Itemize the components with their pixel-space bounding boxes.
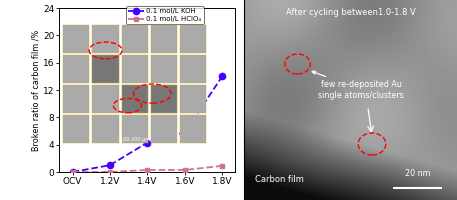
Bar <box>151 25 177 53</box>
0.1 mol/L KOH <box>219 75 225 78</box>
Bar <box>122 25 148 53</box>
Bar <box>122 115 148 143</box>
Legend: 0.1 mol/L KOH, 0.1 mol/L HClO₄: 0.1 mol/L KOH, 0.1 mol/L HClO₄ <box>126 6 204 24</box>
Bar <box>92 85 119 113</box>
0.1 mol/L KOH <box>70 171 75 173</box>
Bar <box>92 115 119 143</box>
Text: 100-200 μm: 100-200 μm <box>120 137 150 142</box>
Bar <box>122 85 148 113</box>
0.1 mol/L KOH <box>182 131 187 134</box>
Text: Carbon film: Carbon film <box>255 175 304 184</box>
Bar <box>63 115 90 143</box>
Bar <box>151 85 177 113</box>
0.1 mol/L KOH <box>144 141 150 144</box>
Bar <box>151 85 177 113</box>
Bar <box>92 55 119 83</box>
Y-axis label: Broken ratio of carbon film /%: Broken ratio of carbon film /% <box>31 29 40 151</box>
Line: 0.1 mol/L HClO₄: 0.1 mol/L HClO₄ <box>70 163 225 174</box>
Text: 20 nm: 20 nm <box>405 169 430 178</box>
Text: After cycling between1.0-1.8 V: After cycling between1.0-1.8 V <box>286 8 415 17</box>
Bar <box>180 55 207 83</box>
Line: 0.1 mol/L KOH: 0.1 mol/L KOH <box>69 73 225 175</box>
Bar <box>180 115 207 143</box>
Bar <box>180 85 207 113</box>
Bar <box>92 25 119 53</box>
Bar <box>180 25 207 53</box>
Bar <box>122 85 148 113</box>
Bar <box>92 55 119 83</box>
0.1 mol/L HClO₄ <box>219 165 225 167</box>
Bar <box>63 85 90 113</box>
0.1 mol/L KOH <box>107 164 113 166</box>
Bar <box>151 115 177 143</box>
0.1 mol/L HClO₄ <box>107 171 113 173</box>
Bar <box>151 55 177 83</box>
Bar <box>122 55 148 83</box>
Bar <box>63 55 90 83</box>
0.1 mol/L HClO₄ <box>182 169 187 171</box>
Bar <box>63 25 90 53</box>
Text: few re-deposited Au
single atoms/clusters: few re-deposited Au single atoms/cluster… <box>312 71 404 100</box>
0.1 mol/L HClO₄ <box>144 169 150 171</box>
0.1 mol/L HClO₄ <box>70 171 75 173</box>
